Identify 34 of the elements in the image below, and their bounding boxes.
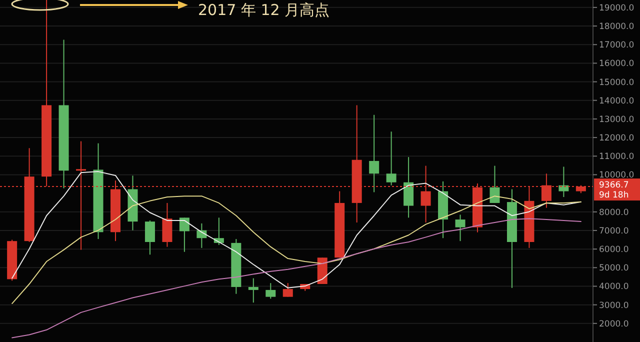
candlestick	[162, 202, 172, 248]
y-tick-label: 7000.0	[599, 226, 629, 236]
y-tick-label: 5000.0	[599, 264, 629, 274]
candlestick	[386, 131, 396, 186]
y-tick-label: 6000.0	[599, 245, 629, 256]
y-tick-label: 17000.0	[599, 40, 634, 51]
line-series	[12, 218, 582, 338]
y-tick-label: 13000.0	[599, 114, 634, 125]
y-tick-label: 18000.0	[599, 22, 634, 32]
candlestick	[144, 220, 155, 256]
y-tick-label: 19000.0	[599, 3, 634, 14]
y-tick-label: 16000.0	[599, 59, 634, 70]
candlestick	[455, 214, 466, 242]
candlestick	[282, 282, 293, 298]
y-tick-label: 14000.0	[599, 96, 634, 106]
candlestick	[490, 165, 500, 204]
candlestick	[369, 114, 380, 193]
candlestick	[248, 278, 258, 304]
candlestick	[558, 166, 569, 198]
y-tick-label: 10000.0	[599, 170, 634, 181]
y-tick-label: 12000.0	[599, 134, 634, 144]
line-series	[12, 171, 582, 288]
annotation: 2017 年 12 月高点	[198, 1, 330, 19]
y-tick-label: 8000.0	[599, 208, 629, 218]
y-tick-label: 2000.0	[599, 319, 629, 330]
y-tick-label: 15000.0	[599, 78, 634, 88]
text: 9d 18h	[599, 190, 629, 200]
candlestick	[266, 282, 276, 300]
y-tick-label: 4000.0	[599, 282, 629, 292]
ref-line-label: 9366.7	[599, 180, 629, 190]
candlestick	[179, 217, 190, 252]
y-tick-label: 3000.0	[599, 300, 629, 311]
candlestick	[404, 156, 414, 218]
y-tick-label: 11000.0	[599, 152, 634, 162]
